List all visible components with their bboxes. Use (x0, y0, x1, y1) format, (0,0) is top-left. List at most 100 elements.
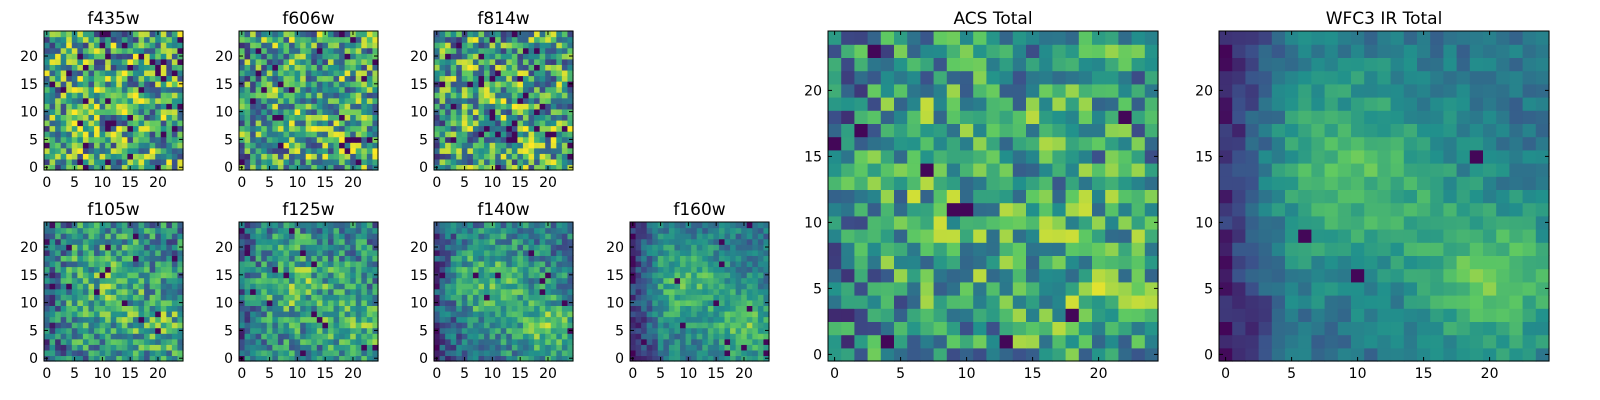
heatmap-cell (144, 64, 151, 71)
heatmap-cell (657, 288, 664, 295)
heatmap-cell (467, 158, 474, 166)
heatmap-cell (311, 310, 318, 318)
heatmap-cell (311, 58, 318, 65)
heatmap-cell (657, 249, 664, 256)
heatmap-cell (339, 294, 346, 301)
heatmap-cell (138, 255, 145, 262)
heatmap-cell (171, 97, 179, 104)
heatmap-cell (534, 36, 541, 43)
heatmap-cell (333, 164, 340, 171)
heatmap-cell (478, 97, 485, 104)
heatmap-cell (49, 277, 56, 284)
heatmap-cell (311, 47, 318, 54)
heatmap-cell (752, 222, 759, 229)
heatmap-cell (489, 277, 496, 284)
heatmap-cell (121, 136, 128, 143)
heatmap-cell (283, 58, 290, 65)
heatmap-cell (99, 283, 106, 290)
heatmap-cell (757, 355, 765, 362)
heatmap-cell (99, 305, 106, 312)
heatmap-cell (500, 64, 507, 71)
heatmap-cell (641, 238, 648, 245)
heatmap-cell (49, 244, 56, 251)
heatmap-cell (261, 227, 268, 234)
heatmap-cell (144, 119, 151, 127)
heatmap-cell (550, 125, 557, 132)
heatmap-cell (522, 119, 530, 127)
heatmap-cell (372, 277, 379, 284)
heatmap-cell (561, 53, 569, 60)
heatmap-cell (339, 255, 346, 262)
heatmap-cell (1039, 163, 1053, 177)
heatmap-cell (528, 64, 535, 71)
heatmap-cell (110, 338, 117, 345)
heatmap-cell (300, 333, 307, 340)
heatmap-cell (266, 47, 273, 54)
heatmap-cell (680, 327, 687, 334)
heatmap-cell (450, 310, 457, 318)
heatmap-cell (289, 249, 296, 256)
heatmap-cell (144, 249, 151, 256)
heatmap-cell (550, 64, 557, 71)
heatmap-cell (489, 125, 496, 132)
heatmap-cell (757, 344, 765, 351)
heatmap-cell (149, 108, 156, 115)
heatmap-cell (49, 272, 56, 279)
heatmap-cell (71, 108, 78, 115)
heatmap-cell (110, 277, 117, 284)
heatmap-cell (646, 338, 653, 345)
heatmap-cell (456, 103, 463, 110)
heatmap-cell (545, 147, 552, 154)
heatmap-cell (511, 64, 518, 71)
heatmap-cell (344, 249, 351, 256)
heatmap-cell (250, 36, 257, 43)
heatmap-cell (702, 233, 709, 240)
heatmap-cell (478, 322, 485, 329)
heatmap-cell (155, 272, 162, 279)
heatmap-cell (327, 349, 335, 357)
heatmap-cell (132, 64, 140, 71)
heatmap-cell (110, 288, 117, 295)
heatmap-cell (266, 158, 273, 166)
heatmap-cell (372, 47, 379, 54)
heatmap-cell (450, 333, 457, 340)
heatmap-cell (1078, 281, 1093, 296)
heatmap-cell (127, 238, 134, 245)
heatmap-cell (77, 86, 84, 93)
heatmap-cell (138, 69, 145, 77)
heatmap-cell (556, 42, 563, 49)
heatmap-cell (366, 233, 374, 240)
heatmap-cell (239, 131, 246, 138)
heatmap-cell (933, 215, 948, 230)
heatmap-cell (327, 344, 335, 351)
heatmap-cell (933, 176, 948, 190)
heatmap-cell (305, 283, 312, 290)
heatmap-cell (461, 108, 468, 115)
heatmap-cell (511, 244, 518, 251)
heatmap-cell (484, 288, 491, 295)
heatmap-cell (361, 142, 368, 149)
heatmap-cell (657, 272, 664, 279)
heatmap-cell (735, 305, 742, 312)
heatmap-cell (1012, 215, 1027, 230)
heatmap-cell (272, 283, 279, 290)
heatmap-cell (550, 136, 557, 143)
heatmap-cell (305, 131, 312, 138)
heatmap-cell (668, 255, 676, 262)
heatmap-cell (746, 283, 753, 290)
heatmap-cell (511, 69, 518, 77)
heatmap-cell (344, 75, 351, 82)
heatmap-cell (495, 92, 502, 99)
heatmap-cell (322, 69, 329, 77)
heatmap-cell (99, 349, 106, 357)
heatmap-cell (177, 249, 184, 256)
heatmap-cell (99, 36, 106, 43)
heatmap-cell (724, 338, 731, 345)
heatmap-cell (311, 349, 318, 357)
heatmap-cell (434, 119, 441, 127)
heatmap-cell (556, 333, 563, 340)
y-tick-label: 20 (215, 49, 233, 65)
heatmap-cell (467, 47, 474, 54)
heatmap-cell (77, 305, 84, 312)
heatmap-cell (517, 288, 524, 295)
